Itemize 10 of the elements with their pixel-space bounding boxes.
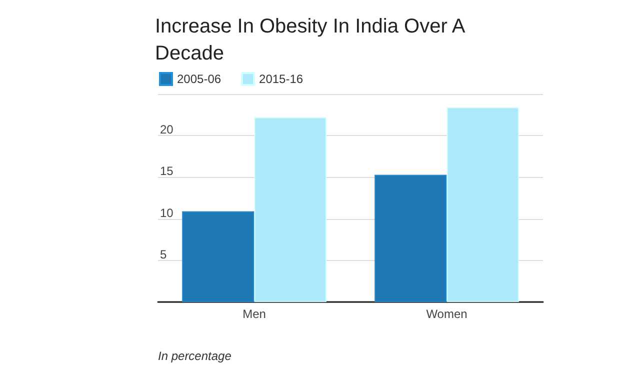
y-tick-label: 5 [160, 247, 167, 262]
legend-label: 2015-16 [259, 72, 304, 86]
y-tick-label: 10 [160, 206, 174, 220]
y-tick-label: 20 [160, 122, 174, 137]
x-tick-label: Women [426, 307, 468, 321]
y-tick-label: 15 [160, 164, 174, 178]
legend-label: 2005-06 [177, 72, 222, 86]
text: In percentage [158, 349, 232, 363]
chart-title: Increase In Obesity In India Over A Decade [155, 16, 470, 64]
x-tick-label: Men [242, 307, 266, 321]
